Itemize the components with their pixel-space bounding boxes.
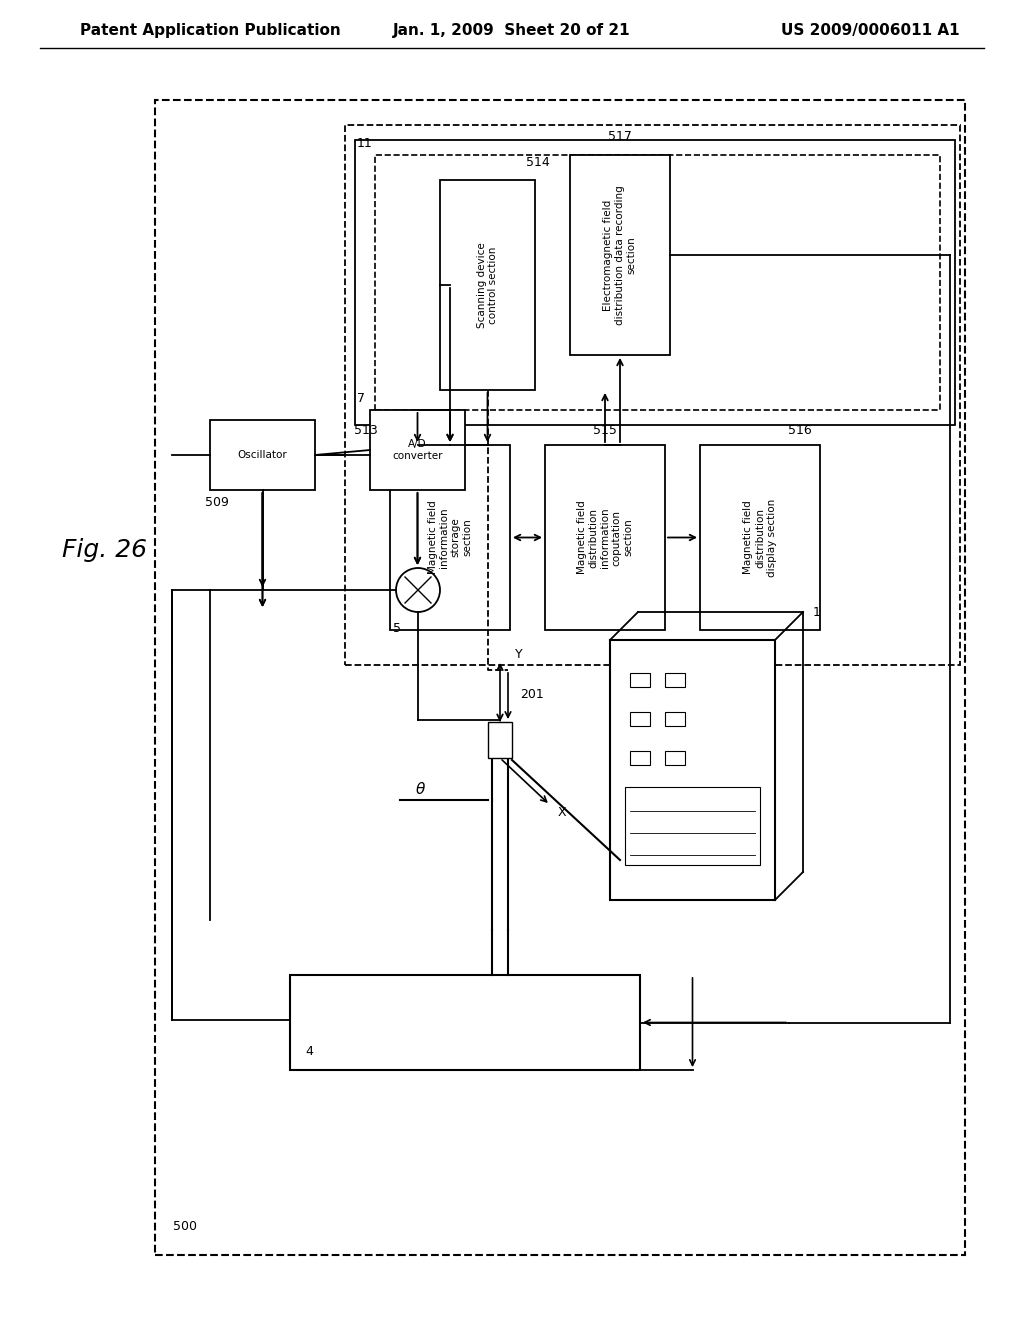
Text: 516: 516 [788,424,812,437]
Bar [665,673,685,686]
Bar [390,445,510,630]
Bar [610,640,775,900]
Bar [625,787,760,865]
Bar [488,722,512,758]
Bar [630,673,650,686]
Text: 514: 514 [525,156,549,169]
Text: 4: 4 [305,1045,313,1059]
Text: 11: 11 [357,137,373,150]
Text: A/D
converter: A/D converter [392,440,442,461]
Bar [665,751,685,764]
Bar [570,154,670,355]
Bar [700,445,820,630]
Bar [545,445,665,630]
Text: Magnetic field
information
storage
section: Magnetic field information storage secti… [428,500,472,574]
Text: X: X [558,805,566,818]
Text: Fig. 26: Fig. 26 [62,539,147,562]
Bar [630,751,650,764]
Bar [630,711,650,726]
Bar [210,420,315,490]
Text: US 2009/0006011 A1: US 2009/0006011 A1 [781,22,961,37]
Bar [440,180,535,389]
Text: Magnetic field
distribution
information
coputation
section: Magnetic field distribution information … [577,500,633,574]
Text: 513: 513 [354,424,378,437]
Text: 500: 500 [173,1220,197,1233]
Bar [355,140,955,425]
Bar [665,711,685,726]
Bar [290,975,640,1071]
Text: Electromagnetic field
distribution data recording
section: Electromagnetic field distribution data … [603,185,637,325]
Text: 5: 5 [393,622,401,635]
Text: Scanning device
control section: Scanning device control section [477,242,499,327]
Text: 517: 517 [608,131,632,144]
Text: Magnetic field
distribution
display section: Magnetic field distribution display sect… [743,499,776,577]
Text: Oscillator: Oscillator [238,450,288,459]
Bar [370,411,465,490]
Text: Y: Y [515,648,522,661]
Text: 7: 7 [357,392,365,404]
Text: Jan. 1, 2009  Sheet 20 of 21: Jan. 1, 2009 Sheet 20 of 21 [393,22,631,37]
Text: 201: 201 [520,689,544,701]
Text: 1: 1 [813,606,821,619]
Text: θ: θ [416,783,425,797]
Text: 515: 515 [593,424,616,437]
Text: 509: 509 [205,495,229,508]
Bar [155,100,965,1255]
Bar [375,154,940,411]
Bar [345,125,961,665]
Text: Patent Application Publication: Patent Application Publication [80,22,341,37]
